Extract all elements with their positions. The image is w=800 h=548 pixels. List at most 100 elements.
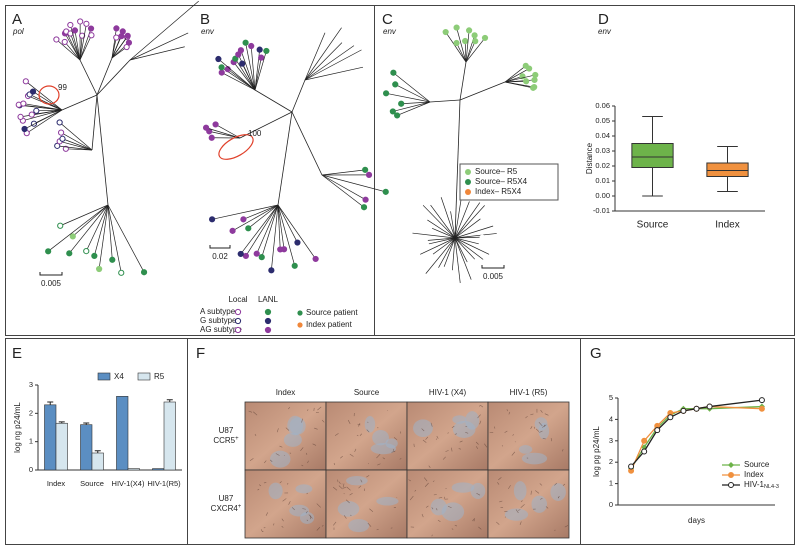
cell-texture xyxy=(433,493,437,496)
tree-branch xyxy=(64,41,81,61)
panel-letter: F xyxy=(196,345,205,362)
tree-leaf xyxy=(83,20,90,27)
tree-leaf xyxy=(109,256,116,263)
tree-branch xyxy=(256,204,279,254)
tree-leaf xyxy=(469,279,475,285)
bootstrap-label: 99 xyxy=(58,83,67,92)
row-label: U87 xyxy=(219,426,234,435)
tree-branch xyxy=(459,61,467,101)
tree-leaf xyxy=(312,255,319,263)
panel-frames xyxy=(5,5,795,545)
tree-branch xyxy=(129,32,189,61)
column-header: HIV-1 (R5) xyxy=(510,388,548,397)
line xyxy=(630,405,762,469)
cell-cluster xyxy=(269,450,291,468)
tree-leaf xyxy=(234,326,242,334)
cell-texture xyxy=(285,427,290,431)
x-tick-label: HIV-1(X4) xyxy=(112,479,145,488)
legend-dot xyxy=(465,169,471,175)
cell-texture xyxy=(409,495,414,501)
tree-branch xyxy=(96,59,131,96)
tree-leaf xyxy=(91,252,98,260)
tree-branch xyxy=(218,58,256,91)
tree-leaf xyxy=(462,37,469,45)
cell-texture xyxy=(382,457,386,460)
bar xyxy=(80,424,93,471)
tree-leaf xyxy=(256,46,263,53)
cell-texture xyxy=(340,455,343,459)
tree-branch xyxy=(22,109,63,122)
marker xyxy=(628,463,635,470)
cell-texture xyxy=(300,447,304,452)
legend-label: Source– R5 xyxy=(475,167,518,176)
cell-texture xyxy=(317,406,322,411)
y-tick-label: 1 xyxy=(609,479,613,488)
cell-cluster xyxy=(452,420,476,438)
cell-texture xyxy=(301,418,303,423)
tree-branch xyxy=(454,200,482,239)
tree-leaf xyxy=(264,317,272,325)
tree-leaf xyxy=(124,32,131,39)
tree-leaf xyxy=(118,269,125,276)
cell-cluster xyxy=(441,502,465,522)
tree-branch xyxy=(304,49,362,81)
cell-texture xyxy=(454,433,458,435)
tree-branch xyxy=(423,237,456,276)
tree-branch xyxy=(454,198,471,239)
cell-texture xyxy=(333,462,336,466)
cell-texture xyxy=(367,522,372,527)
tree-branch xyxy=(243,204,279,220)
cell-texture xyxy=(366,429,370,433)
cell-texture xyxy=(338,481,341,484)
cell-texture xyxy=(376,453,381,459)
cell-texture xyxy=(530,426,533,430)
tree-branch xyxy=(504,68,530,83)
tree-leaf xyxy=(79,32,86,39)
tree-branch xyxy=(277,111,293,206)
tree-branch xyxy=(396,101,431,116)
legend-row: A subtype xyxy=(200,307,236,316)
tree-leaf xyxy=(530,84,537,91)
cell-texture xyxy=(423,477,428,482)
cell-texture xyxy=(360,479,363,483)
tree-branch xyxy=(425,237,456,241)
tree-leaf xyxy=(294,239,301,246)
cell-texture xyxy=(342,483,345,488)
tree-leaf xyxy=(54,142,61,149)
cell-cluster xyxy=(372,430,389,446)
tree-branch xyxy=(321,174,365,208)
marker xyxy=(758,405,765,412)
tree-branch xyxy=(56,39,81,61)
tree-leaf xyxy=(67,30,74,37)
tree-leaf xyxy=(362,166,369,173)
tree-leaf xyxy=(17,113,24,121)
tree-leaf xyxy=(53,36,60,43)
tree-leaf xyxy=(398,100,405,107)
superscript: + xyxy=(238,504,242,510)
column-header: HIV-1 (X4) xyxy=(429,388,467,397)
cell-texture xyxy=(421,428,425,432)
tree-branch xyxy=(392,101,431,112)
cell-cluster xyxy=(376,496,399,506)
cell-texture xyxy=(475,441,479,445)
cell-texture xyxy=(538,422,543,427)
cell-texture xyxy=(350,514,352,516)
tree-leaf xyxy=(394,112,401,119)
cell-texture xyxy=(539,483,543,486)
cell-texture xyxy=(338,485,343,490)
cell-texture xyxy=(530,490,532,495)
tree-branch xyxy=(205,127,241,139)
bar xyxy=(116,396,129,471)
cell-texture xyxy=(511,451,516,456)
cell-texture xyxy=(515,509,519,514)
cell-cluster xyxy=(346,476,368,486)
tree-branch xyxy=(393,72,431,103)
cell-texture xyxy=(459,440,463,443)
cell-texture xyxy=(497,482,500,485)
tree-leaf xyxy=(465,261,472,267)
cell-texture xyxy=(288,501,291,505)
frame-cd xyxy=(374,5,795,336)
tree-branch xyxy=(241,63,256,91)
cell-texture xyxy=(307,409,309,412)
bar xyxy=(91,452,104,471)
